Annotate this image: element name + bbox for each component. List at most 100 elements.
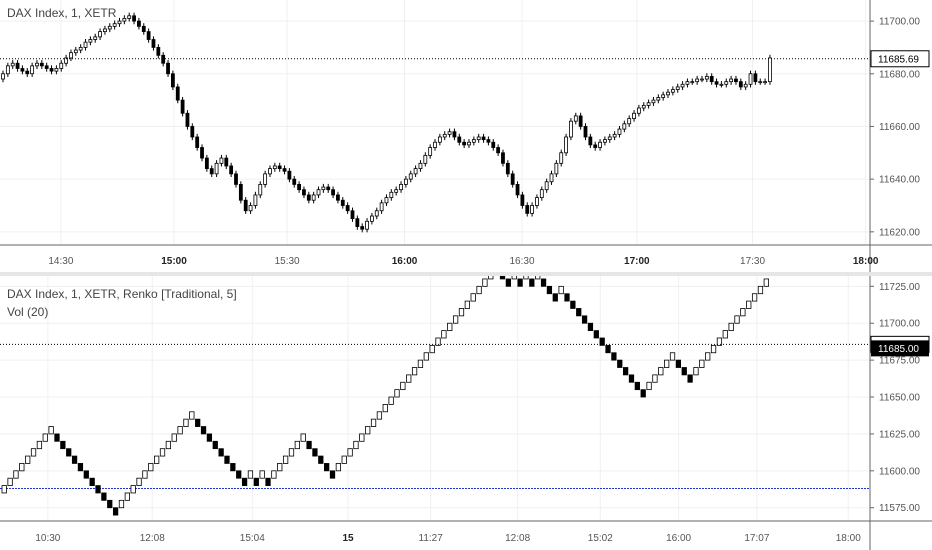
renko-brick-up [470, 293, 476, 302]
candle-body [656, 97, 661, 101]
renko-brick-up [171, 433, 177, 442]
renko-brick-up [646, 381, 652, 391]
candle-body [588, 136, 593, 146]
renko-brick-up [716, 337, 723, 346]
renko-pane[interactable]: 11575.00 11600.00 11625.00 11650.00 11675.00… [0, 276, 932, 550]
last-close-label-box [871, 340, 929, 357]
candle-body [243, 199, 248, 212]
candle-body [302, 189, 306, 196]
candle-body [617, 128, 622, 135]
candle-body [554, 162, 559, 175]
candle-body [190, 126, 195, 138]
renko-brick-up [423, 352, 429, 361]
candle-body [578, 115, 583, 127]
candle-body [496, 147, 501, 154]
candle-body [462, 141, 467, 146]
candle-body [10, 62, 15, 67]
renko-brick-up [417, 359, 424, 368]
x-tick-label: 15:00 [161, 256, 187, 267]
renko-brick-up [36, 440, 43, 450]
candle-body [569, 120, 573, 138]
candle-body [603, 139, 607, 143]
x-tick-label: 14:30 [48, 256, 73, 267]
candle-body [195, 136, 200, 148]
candle-body [413, 168, 418, 175]
renko-brick-up [429, 344, 435, 354]
candle-body [360, 226, 365, 230]
candle-body [384, 197, 389, 204]
renko-brick-up [25, 455, 31, 464]
candle-body [530, 205, 534, 214]
renko-chart[interactable]: 11575.00 11600.00 11625.00 11650.00 11675.00… [0, 276, 932, 550]
pane-separator[interactable] [0, 272, 932, 276]
x-tick-label: 15:04 [240, 533, 265, 544]
renko-brick-down [318, 455, 324, 464]
renko-brick-up [523, 276, 529, 280]
candle-body [263, 173, 268, 185]
candle-body [549, 173, 554, 183]
candle-body [112, 23, 117, 27]
renko-brick-down [540, 278, 547, 287]
candle-body [365, 220, 369, 230]
renko-brick-down [206, 433, 213, 442]
candle-body [675, 86, 680, 90]
candle-body [559, 152, 564, 164]
candle-body [5, 65, 10, 75]
renko-brick-down [101, 492, 107, 501]
candle-body [612, 133, 617, 138]
renko-brick-down [546, 285, 553, 295]
renko-brick-up [300, 433, 306, 442]
renko-brick-up [142, 470, 148, 479]
renko-brick-up [558, 285, 564, 295]
candle-body [700, 78, 704, 81]
candle-body [622, 123, 627, 130]
candle-body [370, 215, 374, 222]
renko-brick-down [77, 463, 84, 472]
renko-brick-down [634, 381, 640, 391]
y-tick-label: 11650.00 [879, 393, 920, 404]
x-tick-label: 12:08 [140, 533, 165, 544]
x-tick-label: 11:27 [419, 533, 444, 544]
renko-brick-down [599, 337, 605, 346]
renko-brick-up [247, 470, 254, 479]
candle-body [471, 139, 476, 143]
candle-body [35, 62, 39, 67]
renko-brick-up [183, 418, 189, 427]
candle-body [734, 78, 738, 83]
renko-brick-down [236, 470, 242, 479]
candle-body [738, 81, 743, 88]
renko-brick-down [576, 308, 582, 317]
renko-brick-down [564, 293, 570, 302]
x-tick-label: 15:02 [588, 533, 613, 544]
candle-body [442, 133, 447, 138]
candlestick-chart[interactable]: 11620.00 11640.00 11660.00 11680.00 11700.00… [0, 0, 932, 272]
renko-brick-up [370, 418, 377, 427]
renko-brick-up [154, 455, 160, 464]
candlestick-pane[interactable]: 11620.00 11640.00 11660.00 11680.00 11700.00… [0, 0, 932, 272]
renko-brick-down [324, 463, 330, 472]
renko-brick-up [411, 367, 418, 376]
renko-brick-up [177, 426, 183, 435]
renko-brick-up [118, 499, 125, 509]
candle-body [340, 199, 345, 206]
candle-body [719, 83, 724, 86]
renko-brick-up [148, 463, 154, 472]
last-price-label: 11685.69 [878, 54, 919, 65]
candle-body [258, 184, 263, 196]
renko-brick-up [400, 381, 406, 391]
candle-body [501, 152, 505, 164]
renko-brick-up [722, 330, 728, 339]
candle-body [20, 68, 25, 72]
candle-body [141, 25, 146, 33]
candle-body [93, 36, 98, 40]
renko-brick-up [435, 337, 441, 346]
candle-body [287, 170, 292, 180]
renko-brick-up [452, 315, 459, 324]
renko-brick-down [499, 276, 506, 280]
y-tick-label: 11625.00 [879, 429, 920, 440]
renko-brick-up [1, 485, 7, 494]
candle-body [598, 141, 602, 148]
candle-body [661, 94, 666, 98]
candle-body [418, 162, 423, 170]
renko-brick-up [165, 440, 172, 450]
